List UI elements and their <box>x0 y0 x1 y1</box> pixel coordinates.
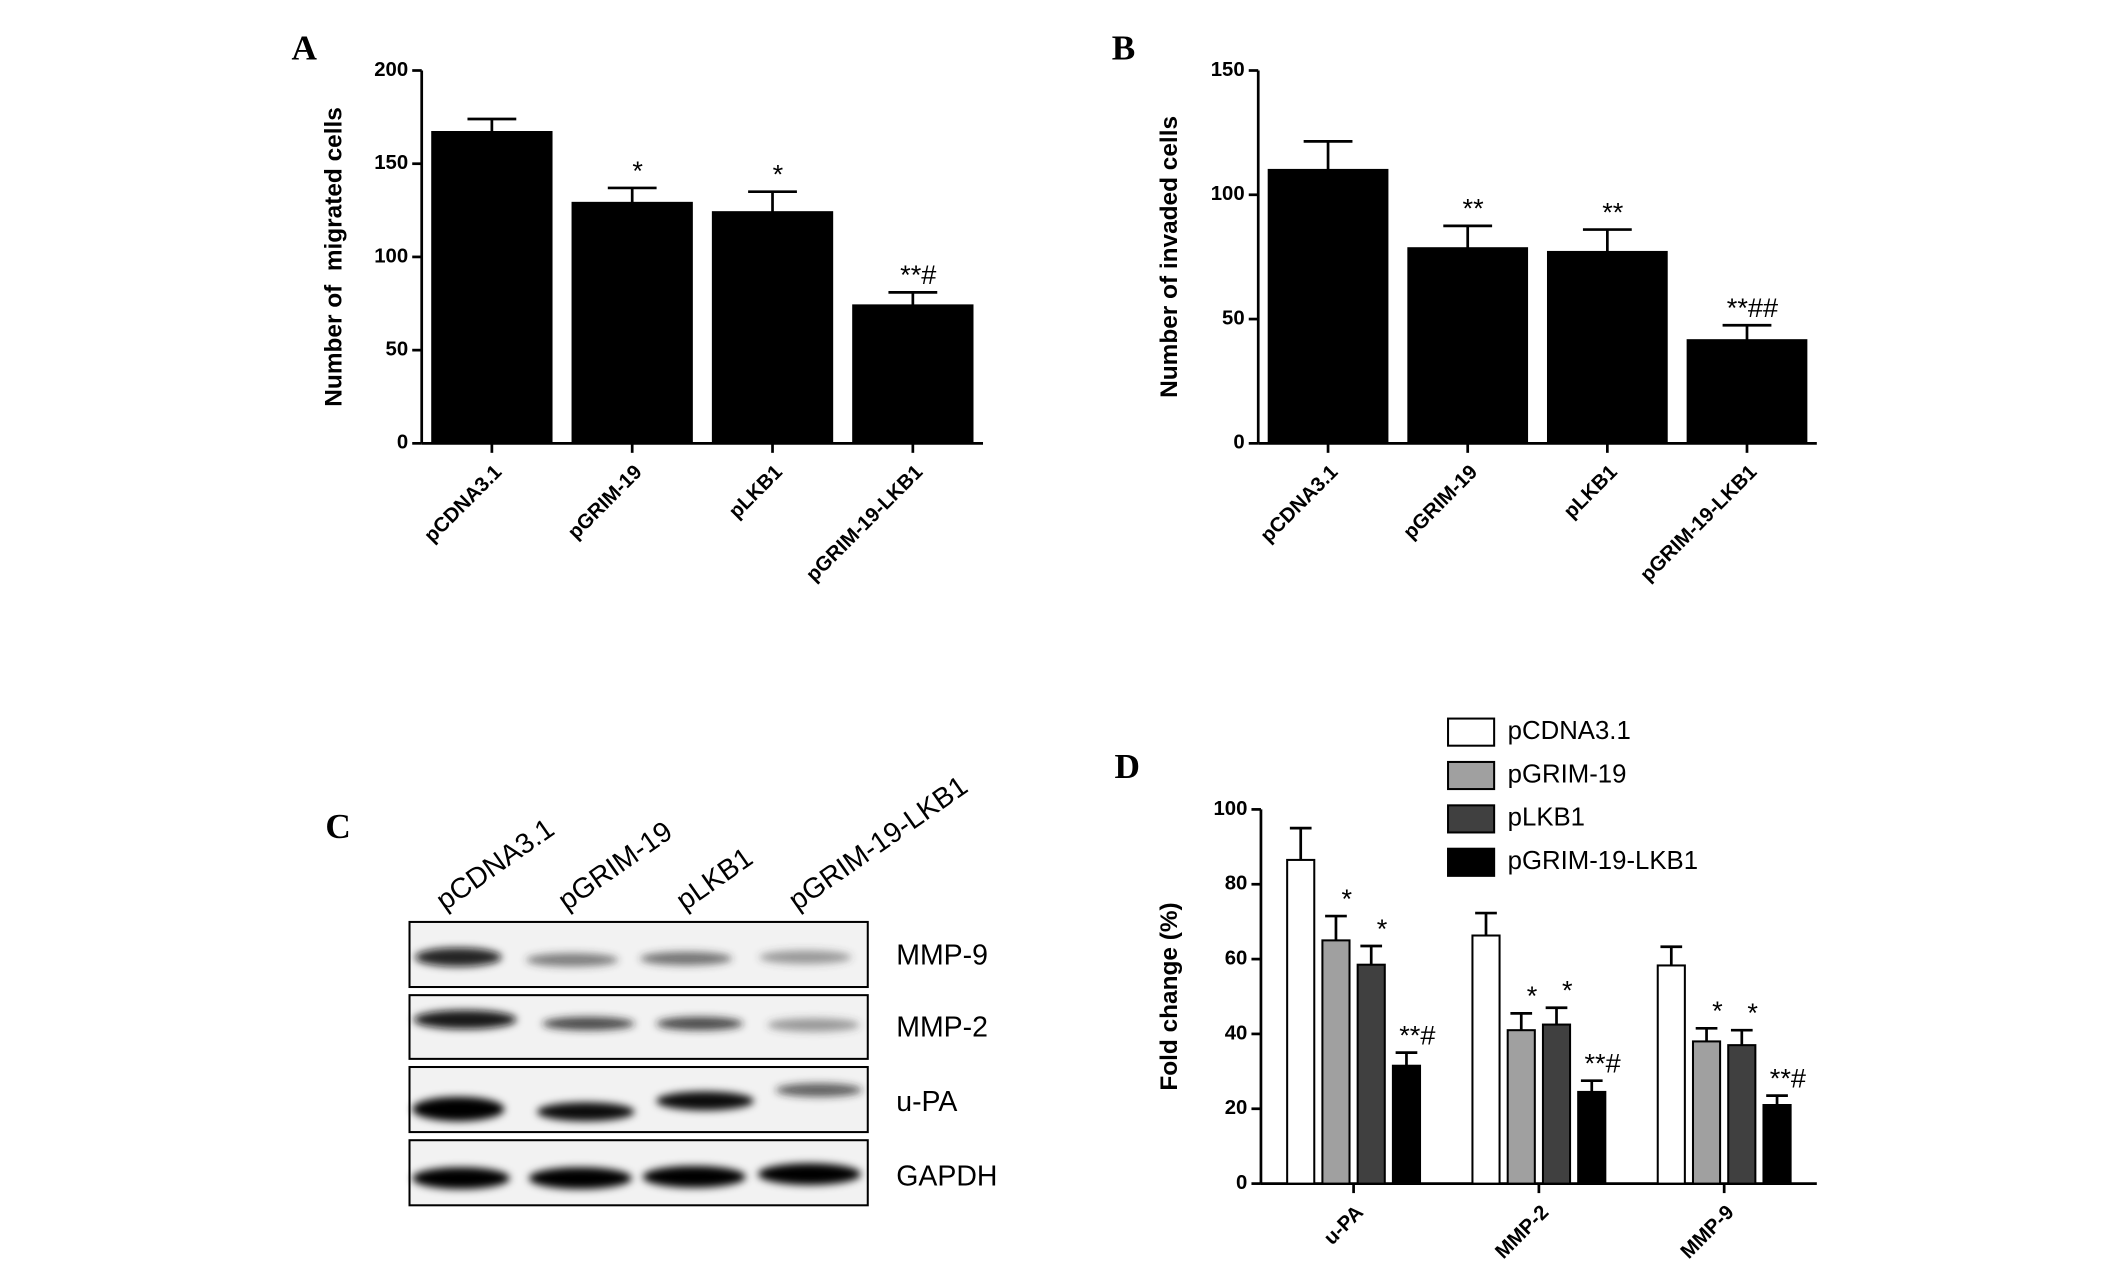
significance-label: **# <box>1585 1048 1621 1079</box>
x-tick-label: pGRIM-19 <box>564 461 647 544</box>
y-tick-label: 0 <box>1236 1172 1247 1194</box>
bar <box>1471 934 1501 1185</box>
bar <box>1541 1023 1572 1185</box>
significance-label: * <box>1562 975 1573 1006</box>
bar <box>1691 1040 1722 1185</box>
x-tick-label: pLKB1 <box>1560 461 1622 523</box>
blot-row-label: GAPDH <box>896 1161 997 1193</box>
lane-label: pGRIM-19-LKB1 <box>783 770 974 917</box>
bar <box>1407 247 1529 445</box>
legend-swatch <box>1447 804 1496 834</box>
lane-label: pLKB1 <box>670 842 758 917</box>
y-tick-label: 100 <box>1211 183 1245 205</box>
significance-label: * <box>1342 883 1353 914</box>
blot-bands <box>412 947 863 1190</box>
x-tick-label: pGRIM-19-LKB1 <box>802 461 927 586</box>
legend-swatch <box>1447 847 1496 877</box>
y-tick-label: 150 <box>374 152 408 174</box>
bar <box>1656 964 1686 1185</box>
y-tick-label: 0 <box>397 432 408 454</box>
blot-panel: C pCDNA3.1 pGRIM-19 pLKB1 pGRIM-19-LKB1 <box>325 770 997 1207</box>
panel-label: C <box>325 807 350 846</box>
bar <box>1391 1064 1422 1185</box>
panel-label: D <box>1115 747 1140 786</box>
bar <box>1321 939 1351 1185</box>
bar <box>571 201 693 445</box>
bar <box>1546 250 1668 445</box>
x-tick-label: pGRIM-19 <box>1399 461 1482 544</box>
y-tick-label: 20 <box>1225 1097 1248 1119</box>
lane-label: pGRIM-19 <box>552 815 678 917</box>
significance-label: **## <box>1727 292 1778 323</box>
bar <box>711 211 834 445</box>
blot-row-label: u-PA <box>896 1086 957 1118</box>
significance-label: **# <box>900 259 936 290</box>
y-axis-label: Number of migrated cells <box>321 107 348 407</box>
x-tick-label: pCDNA3.1 <box>420 461 506 547</box>
panel-label: B <box>1112 29 1136 68</box>
significance-label: **# <box>1770 1063 1806 1094</box>
y-tick-label: 80 <box>1225 873 1248 895</box>
y-tick-label: 50 <box>1222 307 1245 329</box>
significance-label: * <box>1712 995 1723 1026</box>
significance-label: * <box>1527 980 1538 1011</box>
bar <box>1286 858 1316 1185</box>
bar <box>1356 963 1386 1185</box>
x-tick-label: pLKB1 <box>725 461 787 523</box>
y-tick-label: 150 <box>1211 59 1245 81</box>
legend-label: pCDNA3.1 <box>1508 717 1631 745</box>
legend-label: pGRIM-19-LKB1 <box>1508 847 1698 875</box>
bar <box>1267 168 1389 445</box>
x-tick-label: pCDNA3.1 <box>1257 461 1343 547</box>
bar <box>852 304 974 445</box>
significance-label: * <box>632 155 643 186</box>
significance-label: * <box>1377 913 1388 944</box>
y-axis-label: Number of invaded cells <box>1156 116 1183 398</box>
y-axis-label: Fold change (%) <box>1156 902 1183 1090</box>
bar <box>1762 1104 1792 1185</box>
x-tick-label: MMP-9 <box>1677 1201 1739 1263</box>
legend-label: pGRIM-19 <box>1508 760 1627 788</box>
x-tick-label: u-PA <box>1320 1201 1368 1249</box>
bar <box>431 131 553 445</box>
bar <box>1506 1029 1536 1185</box>
y-tick-label: 200 <box>374 59 408 81</box>
y-tick-label: 60 <box>1225 947 1248 969</box>
panel-label: A <box>292 29 318 68</box>
significance-label: * <box>773 159 784 190</box>
y-tick-label: 100 <box>1213 798 1247 820</box>
significance-label: * <box>1747 997 1758 1028</box>
significance-label: ** <box>1463 193 1485 224</box>
lane-label: pCDNA3.1 <box>430 813 560 917</box>
bar <box>1686 339 1808 445</box>
legend-swatch <box>1447 760 1496 791</box>
bar <box>1727 1044 1757 1185</box>
significance-label: **# <box>1399 1020 1435 1051</box>
significance-label: ** <box>1602 196 1624 227</box>
y-tick-label: 0 <box>1233 432 1244 454</box>
bar <box>1577 1090 1607 1185</box>
x-tick-label: MMP-2 <box>1491 1201 1553 1263</box>
y-tick-label: 40 <box>1225 1022 1248 1044</box>
y-tick-label: 100 <box>374 245 408 267</box>
y-tick-label: 50 <box>386 339 409 361</box>
legend-label: pLKB1 <box>1508 804 1585 832</box>
legend-swatch <box>1447 717 1496 747</box>
blot-row-label: MMP-2 <box>896 1012 988 1044</box>
blot-row-label: MMP-9 <box>896 940 988 972</box>
x-tick-label: pGRIM-19-LKB1 <box>1636 461 1761 586</box>
